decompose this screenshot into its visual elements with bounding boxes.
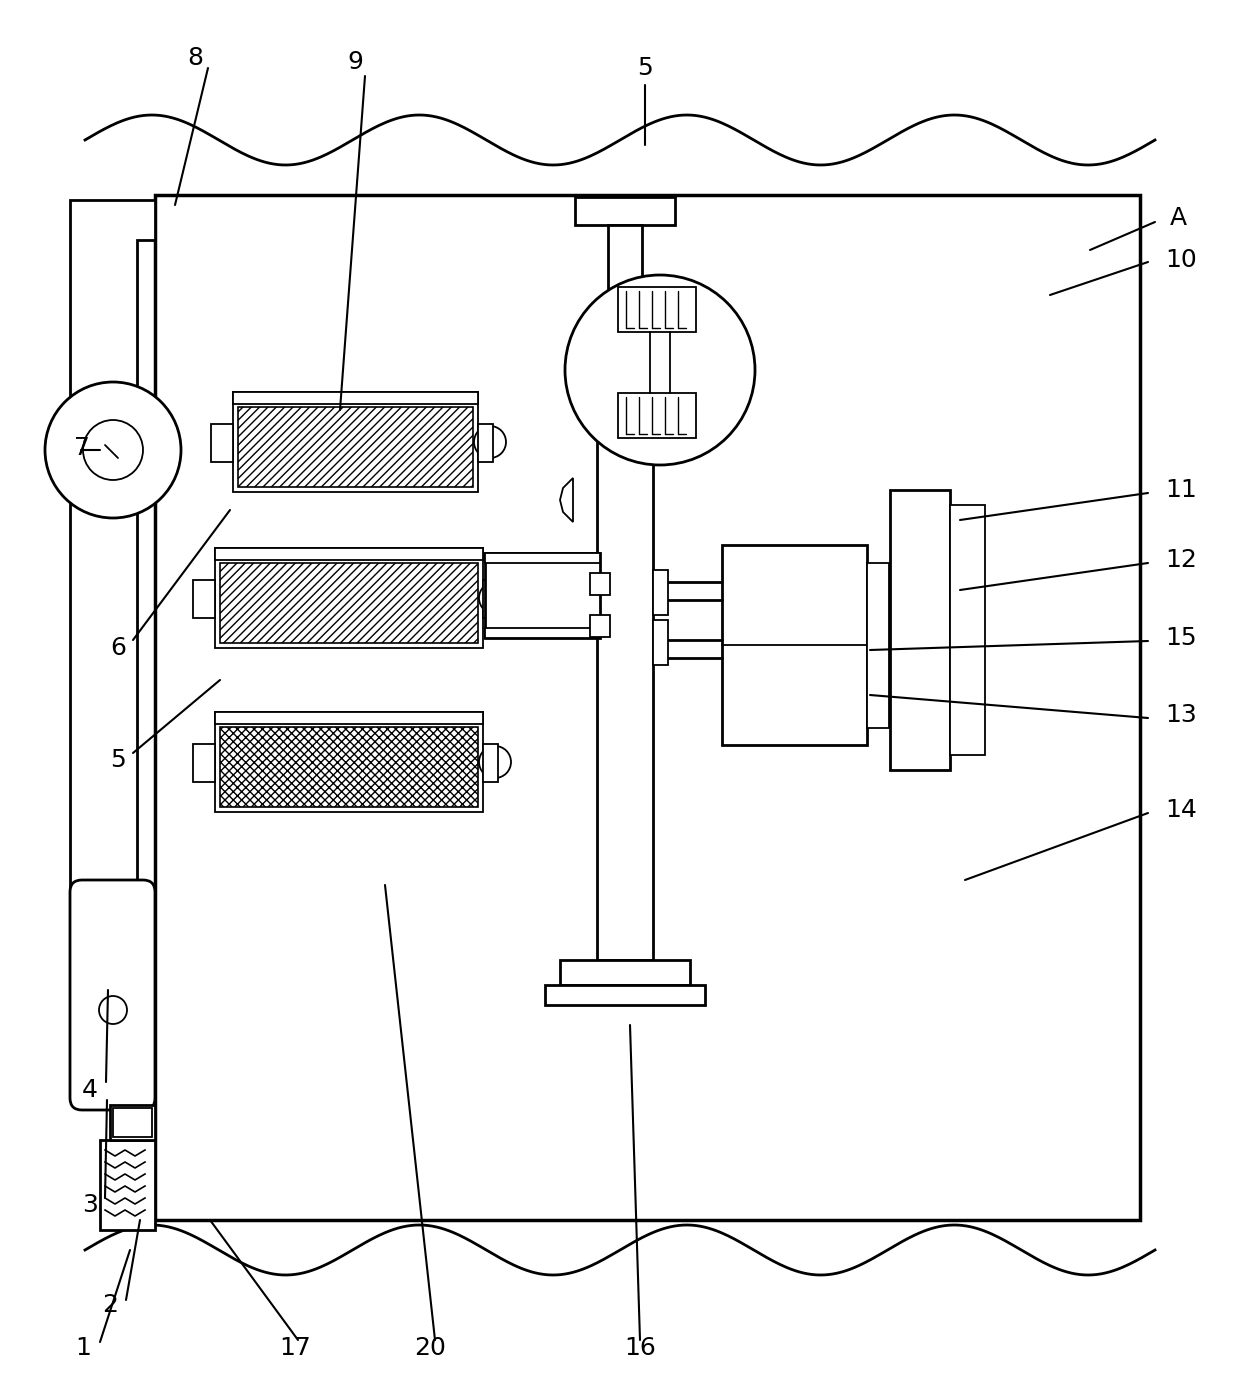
Text: 13: 13	[1166, 703, 1197, 727]
Text: 1: 1	[76, 1336, 91, 1360]
Bar	[485, 628, 600, 637]
Circle shape	[479, 582, 511, 614]
Text: 10: 10	[1166, 247, 1197, 273]
Text: 6: 6	[110, 636, 126, 660]
Bar	[485, 554, 600, 563]
Bar	[219, 727, 477, 807]
Bar	[608, 225, 642, 301]
Bar	[546, 986, 706, 1005]
Bar	[484, 744, 498, 781]
Bar	[653, 570, 668, 615]
Bar	[215, 548, 484, 649]
Bar	[867, 563, 889, 728]
Bar	[155, 194, 1140, 1220]
Bar	[653, 619, 668, 665]
Bar	[596, 301, 653, 960]
Text: 12: 12	[1166, 548, 1197, 572]
Bar	[560, 960, 689, 986]
Bar	[722, 545, 867, 745]
Text: 17: 17	[279, 1336, 311, 1360]
Bar	[110, 1104, 155, 1139]
Circle shape	[83, 419, 143, 480]
Text: 9: 9	[347, 50, 363, 74]
Text: A: A	[1171, 206, 1187, 231]
Circle shape	[99, 995, 126, 1023]
Bar	[113, 1109, 153, 1137]
Text: 7: 7	[74, 436, 91, 460]
Circle shape	[45, 382, 181, 519]
Bar	[590, 573, 610, 596]
Bar	[215, 712, 484, 812]
Bar	[618, 287, 696, 331]
Polygon shape	[560, 478, 573, 521]
Text: 5: 5	[637, 56, 653, 80]
Bar	[193, 744, 215, 781]
Bar	[100, 1139, 155, 1230]
Polygon shape	[69, 200, 155, 1069]
Bar	[233, 391, 477, 492]
Text: 3: 3	[82, 1192, 98, 1218]
Bar	[484, 580, 498, 618]
Bar	[193, 580, 215, 618]
Circle shape	[565, 275, 755, 466]
Bar	[590, 615, 610, 637]
Bar	[215, 712, 484, 724]
Bar	[485, 554, 600, 637]
Circle shape	[474, 426, 506, 459]
Bar	[890, 491, 950, 770]
Text: 15: 15	[1166, 626, 1197, 650]
Text: 20: 20	[414, 1336, 446, 1360]
Bar	[233, 391, 477, 404]
Text: 4: 4	[82, 1078, 98, 1102]
Bar	[950, 505, 985, 755]
Bar	[477, 424, 494, 461]
Text: 16: 16	[624, 1336, 656, 1360]
Bar	[219, 563, 477, 643]
Bar	[575, 197, 675, 225]
Bar	[238, 407, 472, 487]
Circle shape	[479, 747, 511, 779]
Bar	[215, 548, 484, 561]
Text: 2: 2	[102, 1293, 118, 1317]
Text: 14: 14	[1166, 798, 1197, 822]
FancyBboxPatch shape	[69, 879, 155, 1110]
Bar	[211, 424, 233, 461]
Text: 11: 11	[1166, 478, 1197, 502]
Text: 5: 5	[110, 748, 126, 772]
Text: 8: 8	[187, 46, 203, 70]
Bar	[618, 393, 696, 438]
